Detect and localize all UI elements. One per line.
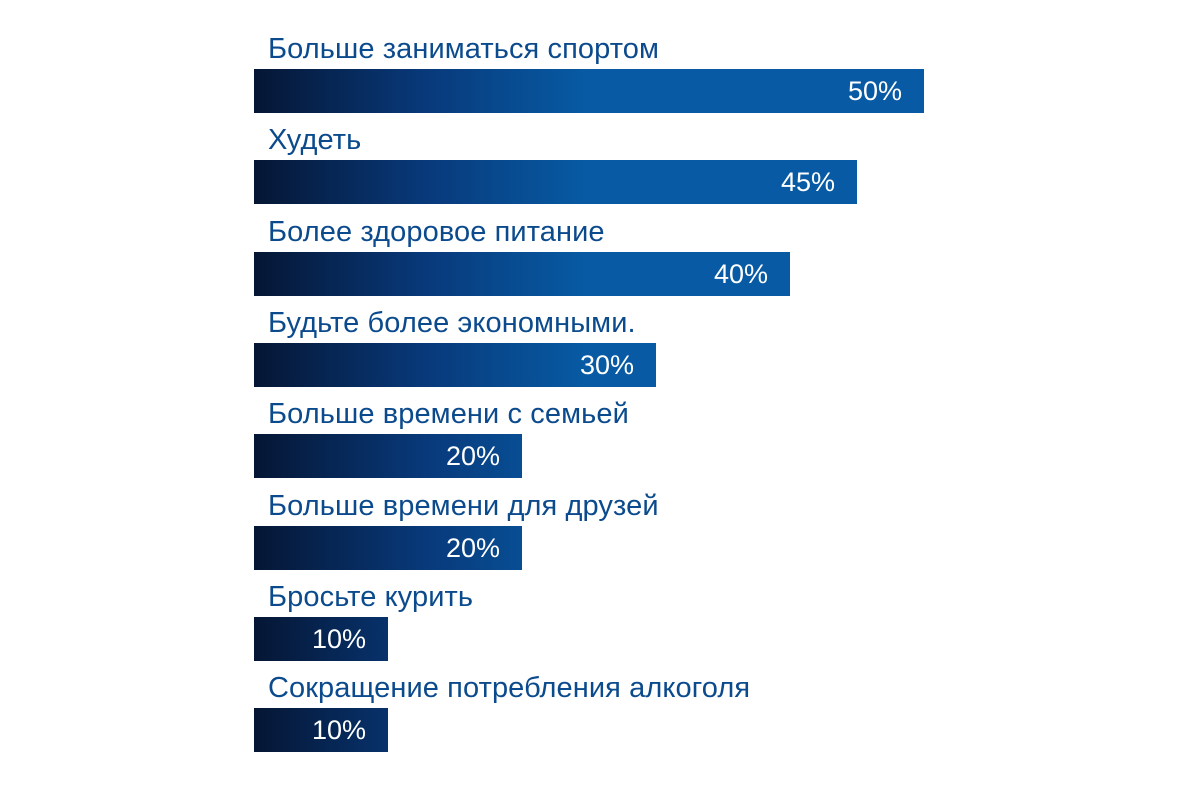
bar: 30% xyxy=(254,342,656,387)
bar: 20% xyxy=(254,525,522,570)
bar-label: Больше заниматься спортом xyxy=(268,33,660,65)
bar-label: Сокращение потребления алкоголя xyxy=(268,672,751,705)
bar-label: Больше времени для друзей xyxy=(268,489,659,522)
bar-value-label: 45% xyxy=(780,167,835,198)
bar: 20% xyxy=(254,434,522,479)
bar: 10% xyxy=(254,708,388,753)
bar-value-label: 10% xyxy=(311,623,366,654)
bar-value-label: 30% xyxy=(579,349,634,380)
bar-label: Будьте более экономными. xyxy=(268,306,636,339)
bar-value-label: 10% xyxy=(311,715,366,746)
bar-value-label: 50% xyxy=(847,76,902,106)
bar-value-label: 20% xyxy=(445,532,500,563)
bar: 50% xyxy=(254,69,924,113)
bar-label: Бросьте курить xyxy=(268,580,474,613)
bar-label: Более здоровое питание xyxy=(268,215,605,248)
bar: 40% xyxy=(254,251,790,296)
bar-value-label: 40% xyxy=(713,258,768,289)
bar-value-label: 20% xyxy=(445,441,500,472)
bar: 10% xyxy=(254,616,388,661)
bar: 45% xyxy=(254,160,857,205)
bar-label: Больше времени с семьей xyxy=(268,398,629,431)
bar-label: Худеть xyxy=(268,124,362,157)
